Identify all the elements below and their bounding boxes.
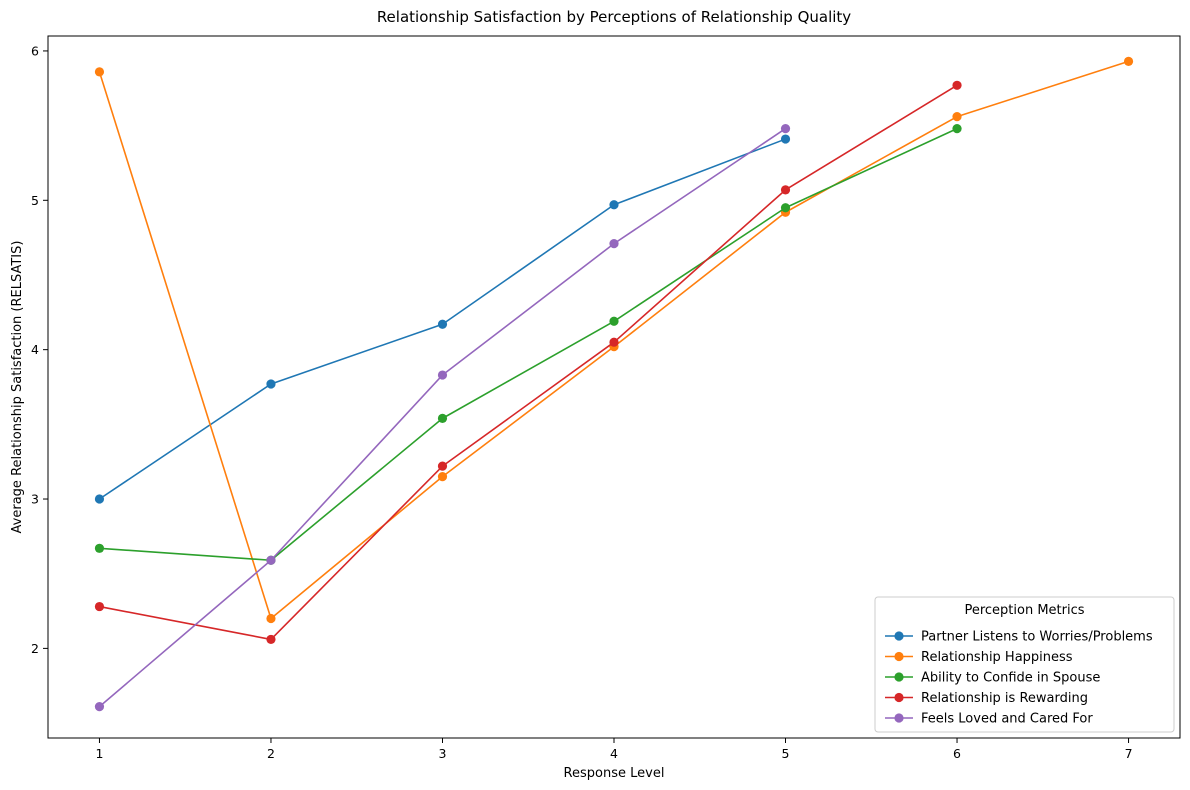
legend: Perception Metrics Partner Listens to Wor… — [874, 596, 1175, 733]
data-point-relationship-is-rewarding — [266, 634, 276, 645]
legend-marker-ability-to-confide-in-spouse — [894, 672, 904, 682]
data-point-ability-to-confide-in-spouse — [609, 316, 619, 326]
chart-title: Relationship Satisfaction by Perceptions… — [377, 8, 851, 26]
y-tick-label: 6 — [31, 43, 39, 58]
data-point-partner-listens-to-worries-problems — [266, 379, 276, 389]
data-point-partner-listens-to-worries-problems — [609, 200, 619, 210]
data-point-relationship-happiness — [266, 613, 276, 624]
data-point-ability-to-confide-in-spouse — [952, 124, 962, 134]
series-line-relationship-is-rewarding — [99, 84, 958, 641]
data-point-relationship-is-rewarding — [780, 185, 791, 195]
y-tick-label: 3 — [31, 492, 39, 507]
data-point-relationship-is-rewarding — [437, 461, 448, 471]
data-point-feels-loved-and-cared-for — [437, 370, 448, 380]
x-tick-label: 1 — [95, 746, 103, 761]
y-tick-label: 4 — [31, 342, 39, 357]
data-point-partner-listens-to-worries-problems — [780, 134, 791, 144]
data-point-relationship-happiness — [1123, 56, 1134, 66]
data-point-ability-to-confide-in-spouse — [94, 543, 105, 553]
legend-label-ability-to-confide-in-spouse: Ability to Confide in Spouse — [921, 671, 1100, 686]
data-point-relationship-is-rewarding — [609, 337, 619, 347]
data-point-relationship-is-rewarding — [952, 80, 962, 90]
y-tick-label: 5 — [31, 193, 39, 208]
legend-box — [874, 596, 1175, 733]
data-point-partner-listens-to-worries-problems — [94, 494, 105, 504]
y-axis-label: Average Relationship Satisfaction (RELSA… — [10, 241, 25, 534]
data-point-relationship-is-rewarding — [94, 601, 105, 612]
y-tick-label: 2 — [31, 641, 39, 656]
data-point-partner-listens-to-worries-problems — [437, 319, 448, 329]
data-point-feels-loved-and-cared-for — [94, 702, 105, 712]
x-axis-label: Response Level — [564, 766, 665, 781]
series-line-ability-to-confide-in-spouse — [99, 127, 958, 562]
data-point-relationship-happiness — [94, 67, 105, 77]
data-point-feels-loved-and-cared-for — [780, 124, 791, 134]
plot-area: 1 2 3 4 5 6 7 2 3 4 5 6 — [31, 35, 1181, 761]
data-point-feels-loved-and-cared-for — [609, 239, 619, 249]
legend-label-feels-loved-and-cared-for: Feels Loved and Cared For — [921, 712, 1093, 727]
data-point-relationship-happiness — [437, 472, 448, 482]
legend-marker-relationship-happiness — [894, 651, 904, 662]
data-point-relationship-happiness — [952, 112, 962, 122]
data-point-feels-loved-and-cared-for — [266, 555, 276, 565]
legend-marker-relationship-is-rewarding — [894, 692, 904, 703]
x-tick-label: 7 — [1125, 746, 1133, 761]
legend-label-relationship-is-rewarding: Relationship is Rewarding — [921, 691, 1088, 706]
x-tick-label: 4 — [610, 746, 618, 761]
data-point-ability-to-confide-in-spouse — [437, 413, 448, 423]
x-tick-label: 6 — [953, 746, 961, 761]
legend-title: Perception Metrics — [964, 603, 1084, 618]
legend-marker-feels-loved-and-cared-for — [894, 713, 904, 723]
legend-label-partner-listens-to-worries-problems: Partner Listens to Worries/Problems — [921, 630, 1153, 645]
x-tick-label: 3 — [439, 746, 447, 761]
legend-marker-partner-listens-to-worries-problems — [894, 631, 904, 641]
legend-label-relationship-happiness: Relationship Happiness — [921, 650, 1073, 665]
x-tick-label: 5 — [782, 746, 790, 761]
x-tick-label: 2 — [267, 746, 275, 761]
data-point-ability-to-confide-in-spouse — [780, 203, 791, 213]
